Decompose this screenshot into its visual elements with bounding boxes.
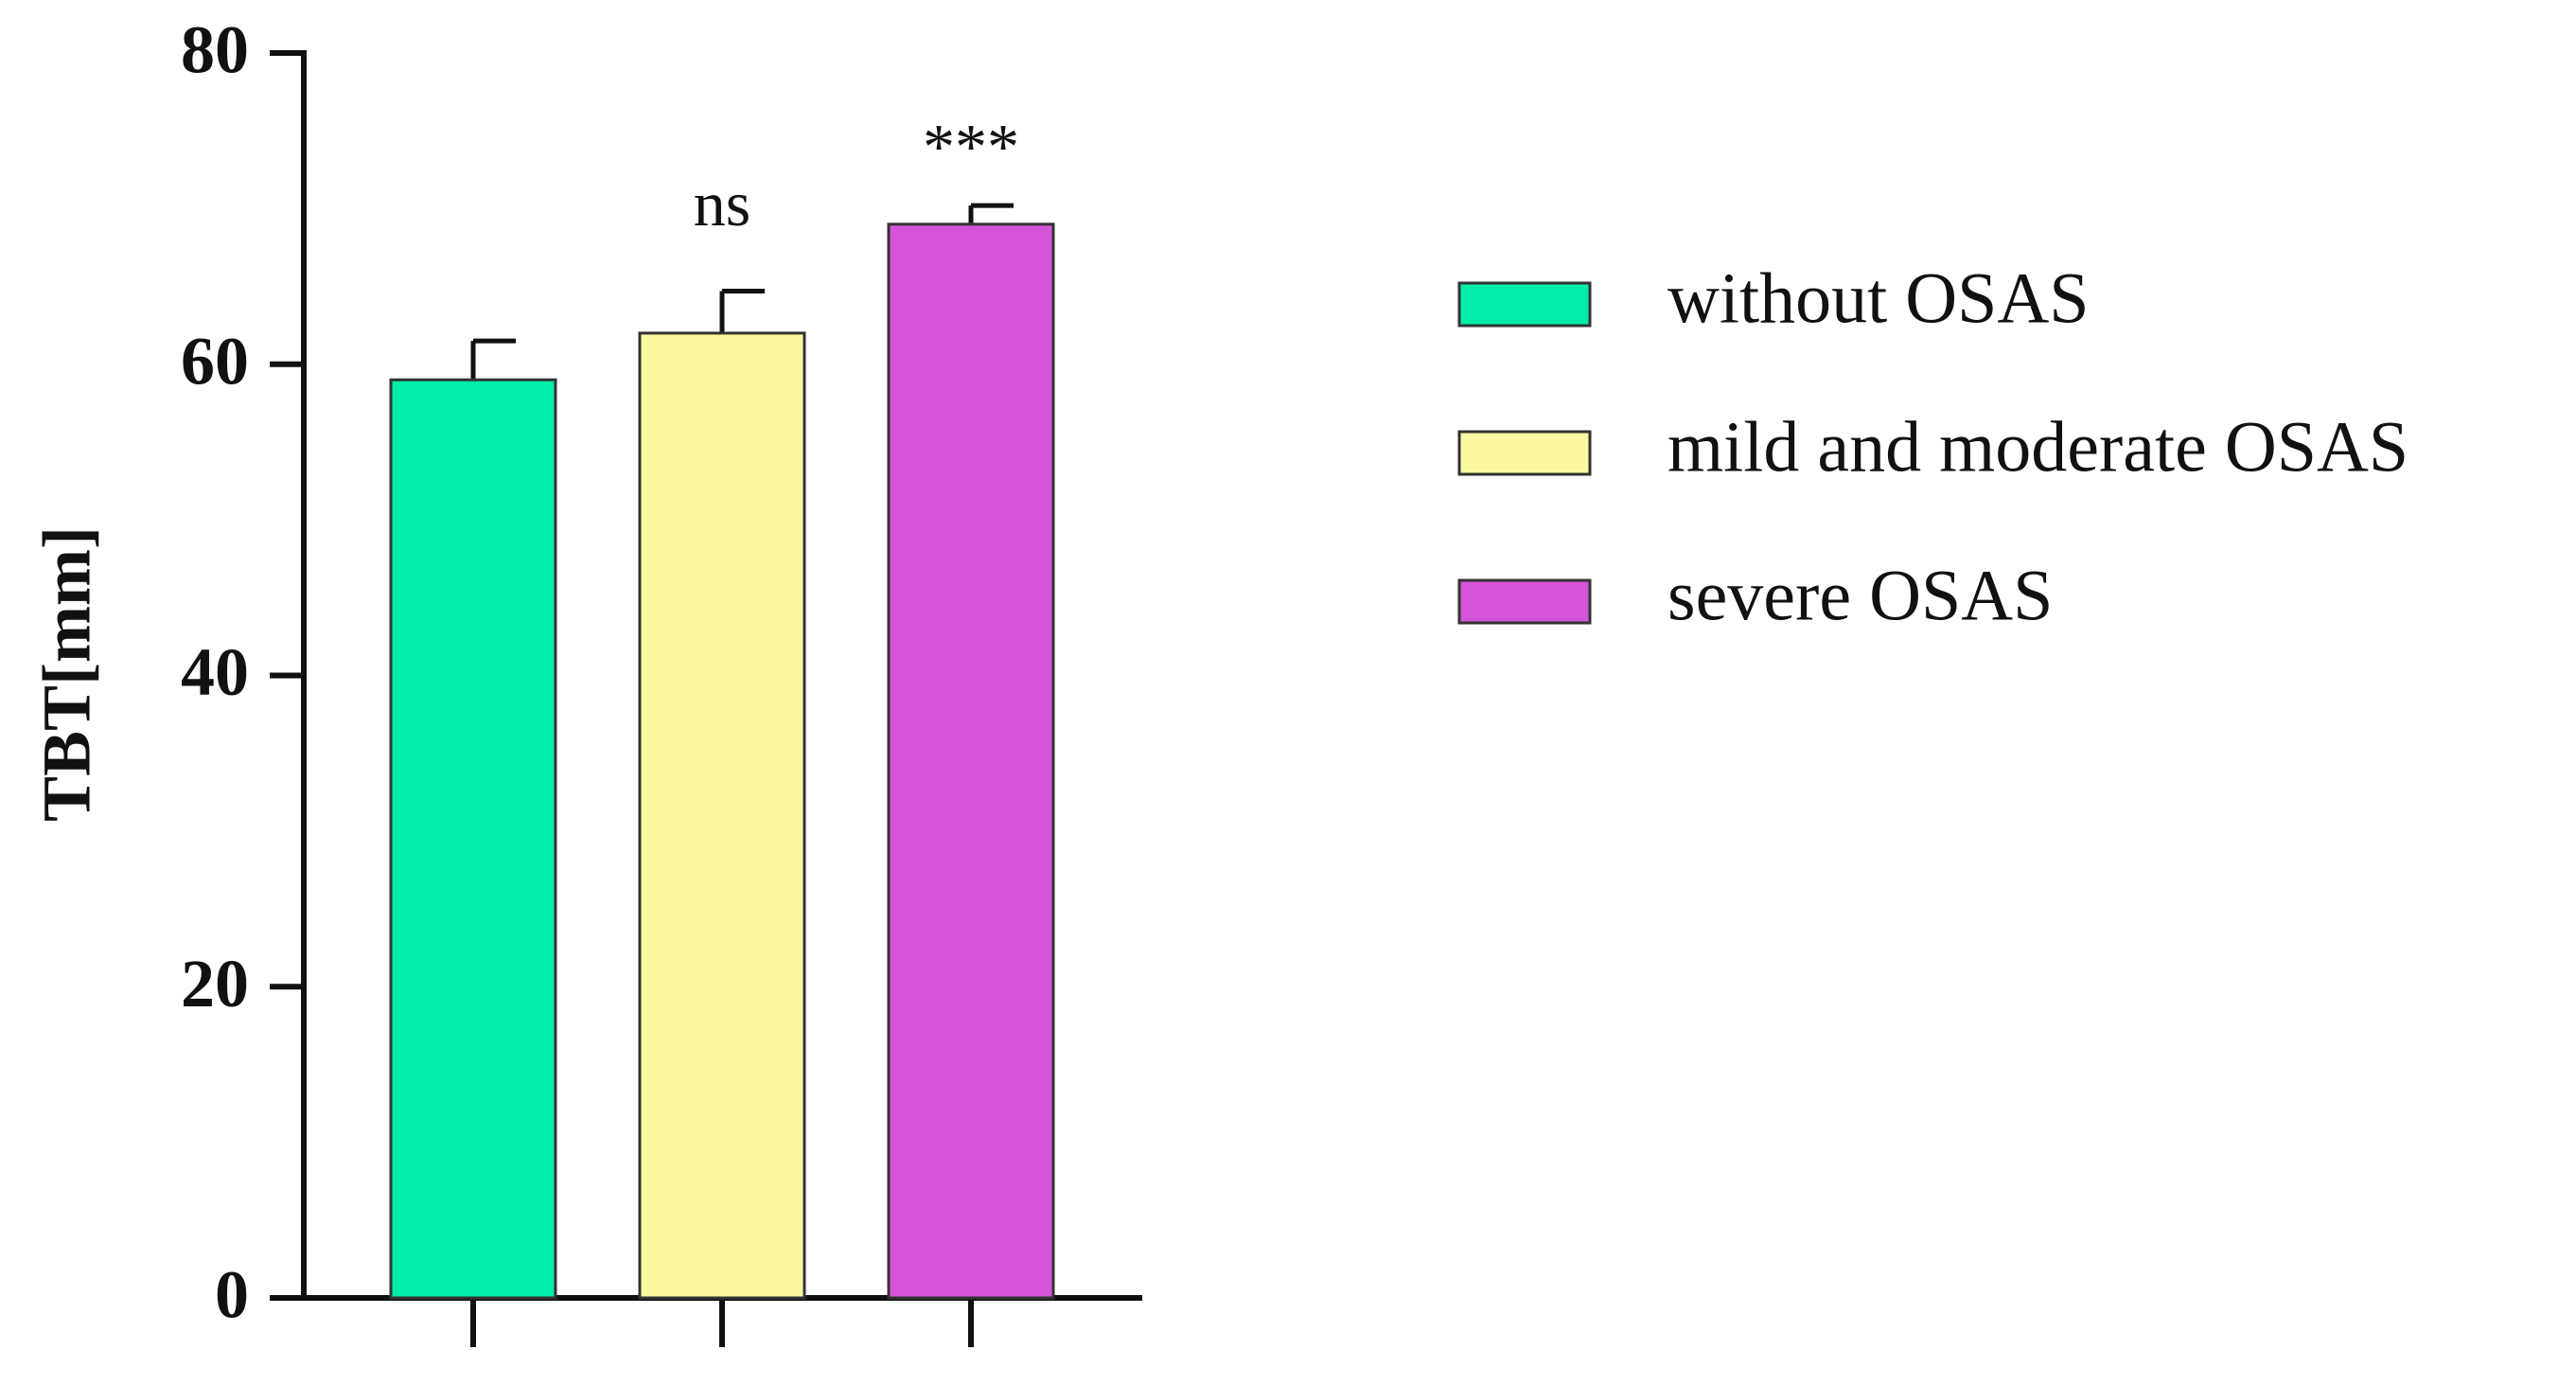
y-axis-label: TBT[mm] xyxy=(29,526,105,822)
legend-swatch xyxy=(1457,430,1592,476)
legend-label: mild and moderate OSAS xyxy=(1667,407,2408,487)
y-tick-label: 60 xyxy=(181,323,249,399)
legend-label: without OSAS xyxy=(1667,258,2090,338)
y-tick-label: 80 xyxy=(181,12,249,88)
y-tick-label: 0 xyxy=(215,1257,249,1333)
significance-label: *** xyxy=(923,111,1019,183)
legend-swatch xyxy=(1457,578,1592,625)
bar xyxy=(887,222,1055,1300)
bar xyxy=(638,331,806,1300)
legend-label: severe OSAS xyxy=(1667,556,2053,635)
y-tick-label: 40 xyxy=(181,634,249,710)
significance-label: ns xyxy=(694,168,750,240)
bar xyxy=(389,378,557,1300)
legend-swatch xyxy=(1457,281,1592,328)
y-tick-label: 20 xyxy=(181,946,249,1021)
